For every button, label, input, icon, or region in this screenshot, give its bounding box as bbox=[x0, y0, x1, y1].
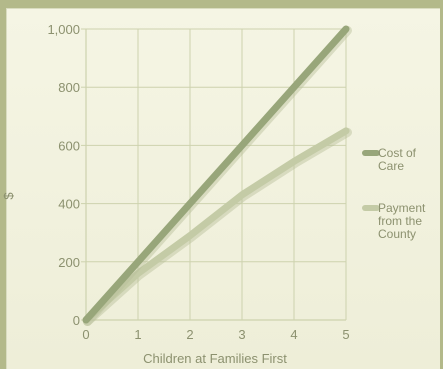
y-axis-title: $ bbox=[1, 192, 16, 200]
cost-of-care-legend-label: Cost of Care bbox=[378, 146, 417, 173]
y-tick-label: 0 bbox=[73, 313, 80, 328]
x-tick-label: 0 bbox=[82, 327, 89, 342]
x-axis-title: Children at Families First bbox=[143, 351, 287, 366]
y-tick-labels: 0 200 400 600 800 1,000 bbox=[47, 22, 80, 328]
legend: Cost of Care Payment from the County bbox=[362, 146, 426, 241]
payment-from-the-county-shadow bbox=[83, 127, 352, 326]
x-tick-label: 4 bbox=[290, 327, 297, 342]
y-tick-label: 600 bbox=[58, 138, 80, 153]
x-tick-labels: 0 1 2 3 4 5 bbox=[82, 327, 349, 342]
y-tick-label: 400 bbox=[58, 197, 80, 212]
y-tick-label: 800 bbox=[58, 80, 80, 95]
payment-from-the-county-line bbox=[82, 127, 350, 324]
x-tick-label: 1 bbox=[134, 327, 141, 342]
x-tick-label: 2 bbox=[186, 327, 193, 342]
cost-of-care-line bbox=[82, 25, 350, 324]
axes bbox=[85, 29, 346, 321]
y-tick-label: 1,000 bbox=[47, 22, 80, 37]
series-lines bbox=[82, 25, 352, 326]
chart-panel bbox=[6, 8, 440, 369]
payment-from-the-county-legend-label: Payment from the County bbox=[378, 201, 426, 241]
x-tick-label: 3 bbox=[238, 327, 245, 342]
y-tick-label: 200 bbox=[58, 255, 80, 270]
x-tick-label: 5 bbox=[342, 327, 349, 342]
